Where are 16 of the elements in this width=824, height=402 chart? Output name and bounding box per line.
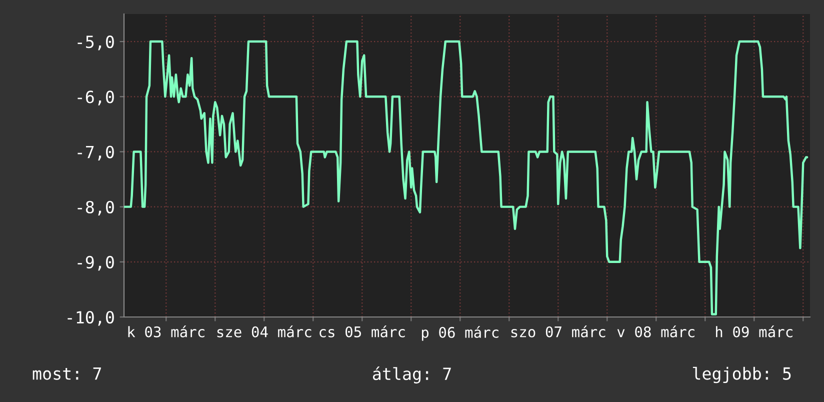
y-tick-label: -7,0 [78,146,114,160]
x-tick-label: cs 05 márc [320,326,405,338]
text: most: 7 [32,367,101,380]
x-tick-label: sze 04 márc [217,326,312,338]
y-tick-label: -9,0 [78,256,114,271]
y-tick-label: -5,0 [78,36,114,50]
x-tick-label: h 09 márc [716,326,792,338]
text: átlag: 7 [372,366,451,384]
x-tick-label: k 03 márc [128,326,204,338]
x-tick-label: p 06 márc [422,326,498,341]
y-tick-label: -8,0 [78,200,114,216]
x-tick-label: szo 07 márc [511,326,606,338]
y-tick-label: -6,0 [78,90,114,106]
text: legjobb: 5 [692,366,791,384]
x-tick-label: v 08 márc [617,326,694,338]
y-tick-label: -10,0 [68,311,114,326]
